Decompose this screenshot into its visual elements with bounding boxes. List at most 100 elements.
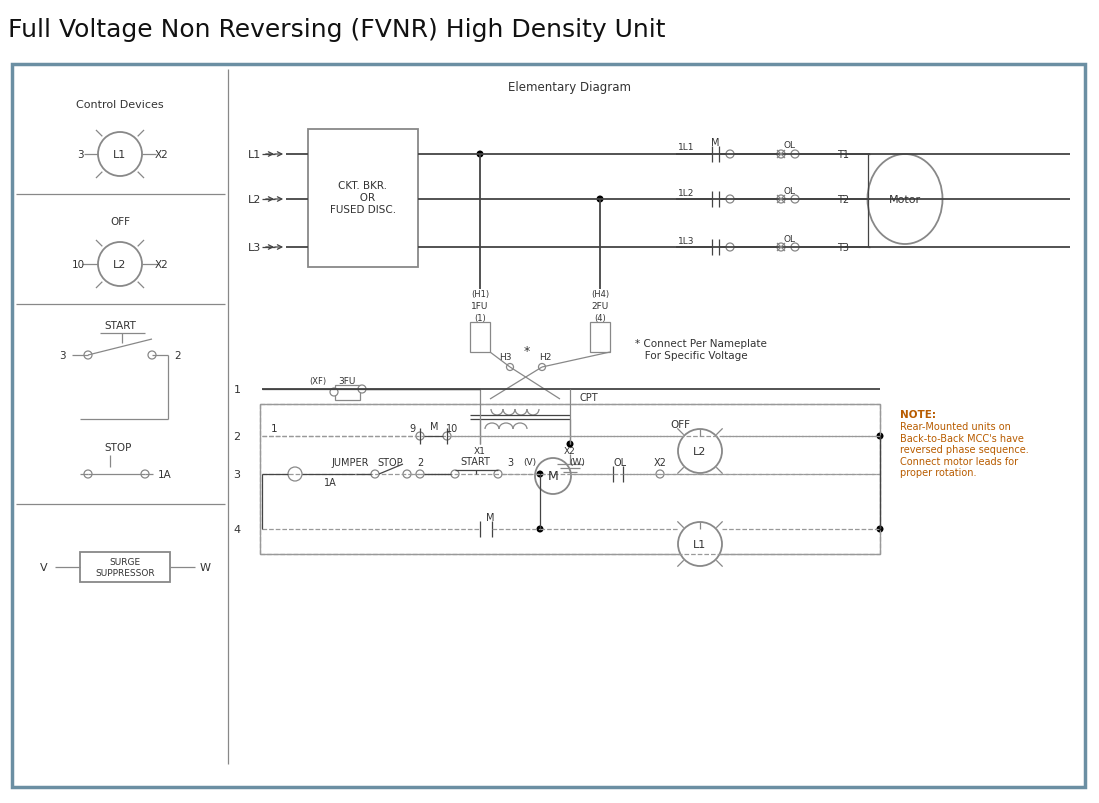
Text: X2: X2 — [155, 150, 169, 160]
Text: 4: 4 — [233, 524, 241, 534]
Circle shape — [726, 151, 734, 159]
Text: (4): (4) — [595, 314, 606, 323]
Text: 3: 3 — [77, 150, 84, 160]
Ellipse shape — [867, 155, 943, 245]
Circle shape — [597, 196, 603, 203]
Text: OL: OL — [784, 141, 796, 150]
Text: NOTE:: NOTE: — [900, 410, 936, 419]
Text: 1: 1 — [233, 385, 241, 394]
Text: 2: 2 — [417, 458, 423, 467]
Circle shape — [678, 430, 722, 474]
Text: H2: H2 — [539, 353, 552, 362]
Text: Elementary Diagram: Elementary Diagram — [509, 81, 632, 95]
Text: 1A: 1A — [323, 478, 336, 487]
Circle shape — [777, 243, 785, 251]
Circle shape — [726, 196, 734, 204]
Text: V: V — [41, 562, 48, 573]
Text: L2: L2 — [693, 446, 707, 456]
Text: 2: 2 — [175, 351, 181, 361]
Circle shape — [791, 196, 799, 204]
Text: (XF): (XF) — [310, 377, 326, 386]
Circle shape — [791, 151, 799, 159]
Text: T3: T3 — [837, 243, 850, 253]
Text: 3: 3 — [507, 458, 513, 467]
Circle shape — [148, 352, 156, 360]
Text: H3: H3 — [499, 353, 511, 362]
Circle shape — [536, 471, 544, 478]
Text: 1: 1 — [270, 423, 277, 434]
Text: T2: T2 — [837, 195, 850, 205]
Circle shape — [507, 364, 513, 371]
Text: W: W — [200, 562, 211, 573]
Text: X1: X1 — [474, 447, 486, 456]
Text: L2: L2 — [113, 259, 126, 270]
Text: OL: OL — [613, 458, 626, 467]
Text: Rear-Mounted units on
Back-to-Back MCC's have
reversed phase sequence.
Connect m: Rear-Mounted units on Back-to-Back MCC's… — [900, 422, 1029, 478]
Circle shape — [417, 433, 424, 441]
Circle shape — [877, 526, 884, 533]
Bar — [12, 65, 1085, 787]
Text: 1A: 1A — [158, 470, 171, 479]
Text: M: M — [486, 512, 495, 522]
Text: *: * — [524, 345, 530, 358]
Circle shape — [330, 389, 338, 397]
Bar — [308, 130, 418, 267]
Text: L3: L3 — [248, 243, 262, 253]
Text: 3: 3 — [233, 470, 241, 479]
Text: Control Devices: Control Devices — [76, 100, 164, 110]
Text: (1): (1) — [474, 314, 486, 323]
Text: L2: L2 — [248, 195, 262, 205]
Circle shape — [417, 471, 424, 479]
Circle shape — [358, 385, 366, 393]
Text: (V): (V) — [523, 458, 536, 467]
Text: X2: X2 — [654, 458, 666, 467]
Bar — [470, 323, 490, 353]
Circle shape — [678, 522, 722, 566]
Circle shape — [536, 526, 544, 533]
Text: SURGE
SUPPRESSOR: SURGE SUPPRESSOR — [96, 557, 155, 577]
Text: M: M — [547, 470, 558, 483]
Text: CPT: CPT — [580, 393, 599, 402]
Text: OL: OL — [784, 186, 796, 195]
Text: 3FU: 3FU — [338, 377, 356, 386]
Text: X2: X2 — [564, 447, 576, 456]
Circle shape — [877, 433, 884, 440]
Text: CKT. BKR.
   OR
FUSED DISC.: CKT. BKR. OR FUSED DISC. — [330, 181, 396, 214]
Circle shape — [141, 471, 149, 479]
Text: 2: 2 — [233, 431, 241, 442]
Text: (W): (W) — [569, 458, 585, 467]
Bar — [335, 385, 360, 401]
Circle shape — [443, 433, 451, 441]
Text: L1: L1 — [693, 540, 707, 549]
Text: 2FU: 2FU — [591, 302, 609, 311]
Text: M: M — [430, 422, 439, 431]
Circle shape — [791, 243, 799, 251]
Circle shape — [566, 441, 574, 448]
Text: X2: X2 — [155, 259, 169, 270]
Text: 3: 3 — [58, 351, 65, 361]
Text: Motor: Motor — [889, 195, 921, 205]
Bar — [80, 552, 170, 582]
Text: (H4): (H4) — [591, 290, 609, 300]
Text: 10: 10 — [446, 423, 458, 434]
Text: 1L3: 1L3 — [678, 236, 695, 245]
Circle shape — [288, 467, 302, 482]
Circle shape — [84, 471, 92, 479]
Circle shape — [656, 471, 664, 479]
Circle shape — [777, 196, 785, 204]
Text: L1: L1 — [248, 150, 262, 160]
Bar — [260, 405, 880, 554]
Circle shape — [493, 471, 502, 479]
Text: (H1): (H1) — [471, 290, 489, 300]
Circle shape — [477, 151, 484, 158]
Circle shape — [371, 471, 379, 479]
Circle shape — [403, 471, 411, 479]
Text: L1: L1 — [113, 150, 126, 160]
Text: 1FU: 1FU — [471, 302, 489, 311]
Circle shape — [726, 243, 734, 251]
Circle shape — [777, 151, 785, 159]
Circle shape — [539, 364, 545, 371]
Text: Full Voltage Non Reversing (FVNR) High Density Unit: Full Voltage Non Reversing (FVNR) High D… — [8, 18, 666, 42]
Circle shape — [98, 243, 142, 287]
Text: OL: OL — [784, 234, 796, 243]
